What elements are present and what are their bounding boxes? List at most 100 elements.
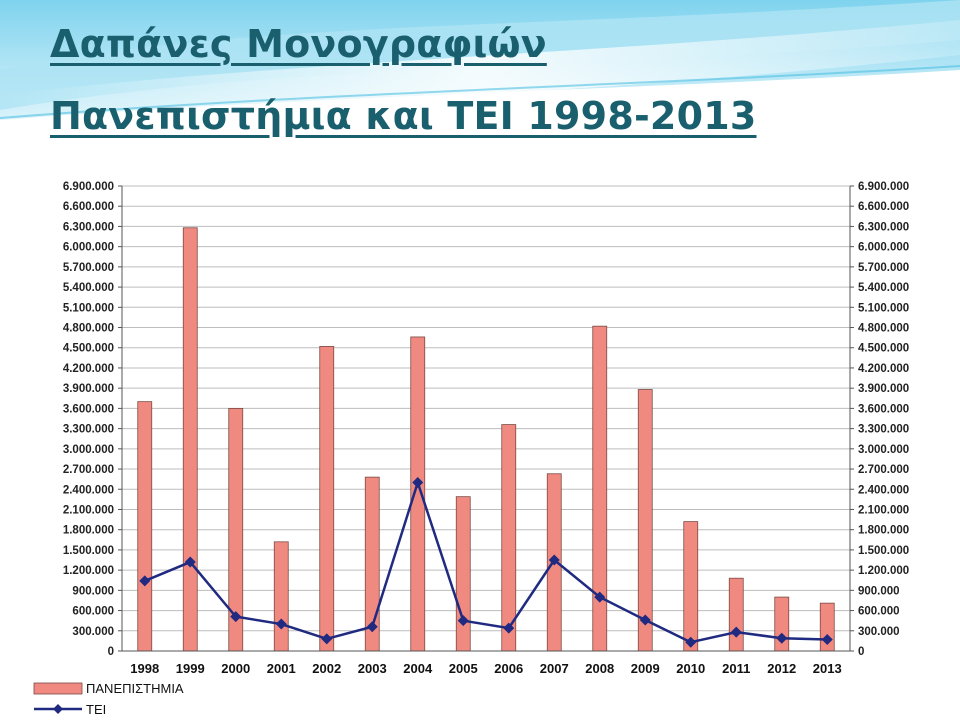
x-tick-label: 2005 — [449, 661, 478, 676]
legend-label-universities: ΠΑΝΕΠΙΣΤΗΜΙΑ — [86, 681, 184, 696]
y-tick-label-right: 4.800.000 — [858, 323, 909, 335]
y-axis-left: 0 300.000 600.000 900.000 1.200.000 1.500.000… — [63, 181, 114, 658]
x-tick-label: 2013 — [813, 661, 842, 676]
marker-tei — [412, 477, 424, 489]
y-tick-label-right: 600.000 — [858, 606, 900, 618]
y-tick-label-left: 6.300.000 — [63, 221, 114, 233]
y-tick-label-right: 6.000.000 — [858, 242, 909, 254]
y-tick-label-right: 6.900.000 — [858, 181, 909, 193]
legend-marker-tei — [53, 704, 63, 714]
y-tick-label-right: 1.200.000 — [858, 565, 909, 577]
y-tick-label-right: 300.000 — [858, 626, 900, 638]
y-tick-label-left: 6.000.000 — [63, 242, 114, 254]
y-tick-label-left: 0 — [108, 646, 114, 658]
y-tick-label-left: 3.900.000 — [63, 383, 114, 395]
y-tick-label-left: 300.000 — [72, 626, 114, 638]
marker-tei — [594, 591, 606, 603]
chart-background — [0, 165, 960, 720]
y-tick-label-left: 3.000.000 — [63, 444, 114, 456]
y-tick-label-left: 4.800.000 — [63, 323, 114, 335]
marker-tei — [548, 554, 560, 566]
y-tick-label-right: 2.100.000 — [858, 504, 909, 516]
y-tick-label-right: 4.500.000 — [858, 343, 909, 355]
y-tick-label-right: 6.600.000 — [858, 201, 909, 213]
legend-swatch-universities — [33, 682, 83, 695]
y-tick-label-left: 6.900.000 — [63, 181, 114, 193]
marker-tei — [366, 621, 378, 633]
slide-banner — [0, 0, 960, 170]
y-tick-label-right: 1.500.000 — [858, 545, 909, 557]
legend-label-tei: ΤΕΙ — [86, 702, 106, 717]
y-tick-label-left: 6.600.000 — [63, 201, 114, 213]
y-tick-label-left: 5.100.000 — [63, 302, 114, 314]
y-tick-label-right: 5.700.000 — [858, 262, 909, 274]
y-tick-label-right: 0 — [858, 646, 864, 658]
x-tick-label: 1998 — [130, 661, 159, 676]
y-tick-label-left: 4.500.000 — [63, 343, 114, 355]
marker-tei — [639, 614, 651, 626]
bar-universities — [637, 389, 653, 652]
x-tick-label: 2009 — [631, 661, 660, 676]
bar-universities — [273, 541, 289, 652]
y-tick-label-left: 1.200.000 — [63, 565, 114, 577]
x-tick-label: 2000 — [221, 661, 250, 676]
bar-universities — [683, 521, 699, 652]
marker-tei — [230, 611, 242, 623]
x-tick-label: 2003 — [358, 661, 387, 676]
marker-tei — [776, 632, 788, 644]
y-tick-label-left: 4.200.000 — [63, 363, 114, 375]
y-tick-label-right: 4.200.000 — [858, 363, 909, 375]
x-tick-label: 2010 — [676, 661, 705, 676]
y-tick-label-left: 5.700.000 — [63, 262, 114, 274]
slide-title-line1: Δαπάνες Μονογραφιών — [50, 22, 547, 66]
marker-tei — [321, 633, 333, 645]
marker-tei — [503, 622, 515, 634]
y-tick-label-left: 3.600.000 — [63, 403, 114, 415]
y-tick-label-right: 5.100.000 — [858, 302, 909, 314]
bar-universities — [319, 345, 335, 652]
x-tick-label: 2004 — [403, 661, 433, 676]
x-tick-label: 2006 — [494, 661, 523, 676]
y-tick-label-left: 2.400.000 — [63, 484, 114, 496]
y-tick-label-right: 6.300.000 — [858, 221, 909, 233]
line-tei — [144, 478, 828, 644]
chart: 0 300.000 600.000 900.000 1.200.000 1.500.000… — [0, 165, 960, 720]
y-tick-label-right: 3.300.000 — [858, 424, 909, 436]
chart-legend: ΠΑΝΕΠΙΣΤΗΜΙΑ ΤΕΙ — [33, 681, 184, 717]
slide-title-line2: Πανεπιστήμια και ΤΕΙ 1998-2013 — [50, 94, 757, 138]
marker-tei — [685, 636, 697, 648]
y-tick-label-left: 600.000 — [72, 606, 114, 618]
y-tick-label-left: 3.300.000 — [63, 424, 114, 436]
y-tick-label-left: 1.500.000 — [63, 545, 114, 557]
chart-line — [139, 477, 833, 648]
bar-universities — [501, 424, 517, 652]
x-tick-label: 1999 — [176, 661, 205, 676]
y-tick-label-left: 2.100.000 — [63, 504, 114, 516]
y-tick-label-right: 900.000 — [858, 585, 900, 597]
y-tick-label-right: 3.900.000 — [858, 383, 909, 395]
marker-tei — [730, 626, 742, 638]
x-tick-label: 2007 — [540, 661, 569, 676]
y-tick-label-left: 900.000 — [72, 585, 114, 597]
x-axis: 1998 1999 2000 2001 2002 2003 2004 2005 2006 2007… — [130, 661, 841, 676]
bar-universities — [728, 577, 744, 652]
y-tick-label-right: 3.000.000 — [858, 444, 909, 456]
bar-universities — [137, 401, 153, 652]
marker-tei — [275, 618, 287, 630]
x-tick-label: 2008 — [585, 661, 614, 676]
y-tick-label-left: 5.400.000 — [63, 282, 114, 294]
x-tick-label: 2001 — [267, 661, 296, 676]
y-tick-label-right: 2.700.000 — [858, 464, 909, 476]
y-tick-label-right: 5.400.000 — [858, 282, 909, 294]
y-tick-label-left: 2.700.000 — [63, 464, 114, 476]
marker-tei — [139, 575, 151, 587]
x-tick-label: 2011 — [722, 661, 750, 676]
marker-tei — [184, 556, 196, 568]
x-tick-label: 2012 — [767, 661, 796, 676]
y-tick-label-right: 3.600.000 — [858, 403, 909, 415]
y-tick-label-left: 1.800.000 — [63, 525, 114, 537]
x-tick-label: 2002 — [312, 661, 341, 676]
chart-axes — [118, 185, 854, 652]
bar-universities — [182, 227, 198, 652]
y-axis-right: 0 300.000 600.000 900.000 1.200.000 1.500.000… — [858, 181, 909, 658]
